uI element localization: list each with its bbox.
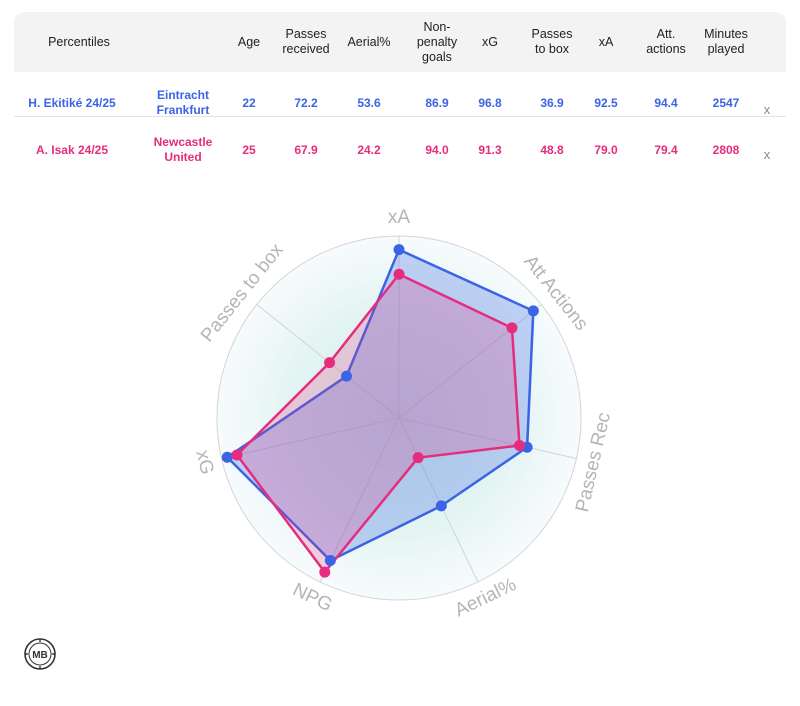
radar-series-2-point[interactable]: [506, 322, 518, 334]
team-name: Newcastle United: [140, 128, 226, 172]
header-att-actions: Att. actions: [636, 12, 696, 72]
header-npg-line3: goals: [422, 49, 452, 64]
row-divider: [14, 116, 786, 117]
header-age: Age: [237, 34, 261, 49]
header-minutes-line1: Minutes: [704, 27, 748, 41]
npg-value: 94.0: [425, 142, 449, 157]
team-name: Eintracht Frankfurt: [140, 81, 226, 125]
att-actions-value: 94.4: [654, 95, 678, 110]
player-name[interactable]: A. Isak 24/25: [35, 142, 109, 157]
radar-spoke: [221, 417, 400, 459]
age-value: 25: [242, 142, 256, 157]
radar-spoke: [319, 417, 400, 583]
radar-series-1-area: [225, 248, 535, 562]
radar-series-1-point[interactable]: [324, 554, 336, 566]
radar-series-2-area: [235, 272, 521, 574]
header-npg-line1: Non-: [423, 19, 451, 34]
team-name-line2: Frankfurt: [156, 103, 210, 117]
radar-spoke: [398, 417, 479, 583]
table-row: A. Isak 24/25 Newcastle United 25 67.9 2…: [14, 128, 786, 172]
header-passes-to-box-line1: Passes: [531, 27, 573, 41]
radar-series-2-point[interactable]: [393, 268, 405, 280]
passes-received-value: 67.9: [294, 142, 318, 157]
xg-value: 91.3: [478, 142, 502, 157]
header-xa: xA: [598, 34, 614, 49]
radar-series-2-point[interactable]: [412, 452, 424, 464]
minutes-value: 2808: [712, 142, 740, 157]
xa-value: 79.0: [594, 142, 618, 157]
radar-series-1-point[interactable]: [340, 370, 352, 382]
header-npg: Non- penalty goals: [407, 12, 467, 72]
header-passes-to-box-line2: to box: [534, 42, 570, 56]
radar-spoke: [398, 417, 577, 459]
header-passes-received-line1: Passes: [285, 27, 327, 41]
remove-player-button[interactable]: x: [763, 146, 771, 162]
radar-axis-label: xG: [192, 448, 218, 476]
header-passes-to-box: Passes to box: [522, 12, 582, 72]
team-name-line1: Eintracht: [156, 88, 209, 102]
header-passes-received-line2: received: [282, 42, 330, 56]
radar-series-group: [221, 244, 539, 578]
radar-spoke: [398, 304, 542, 419]
remove-player-button[interactable]: x: [763, 101, 771, 117]
header-att-actions-line1: Att.: [656, 27, 676, 41]
header-npg-line2: penalty: [416, 34, 458, 49]
header-minutes-line2: played: [707, 42, 745, 56]
npg-value: 86.9: [425, 95, 449, 110]
radar-series-1-point[interactable]: [435, 500, 447, 512]
minutes-value: 2547: [712, 95, 740, 110]
radar-series-2-point[interactable]: [231, 449, 243, 461]
header-aerial: Aerial%: [347, 34, 391, 49]
passes-received-value: 72.2: [294, 95, 318, 110]
player-name[interactable]: H. Ekitiké 24/25: [28, 95, 116, 110]
aerial-value: 24.2: [357, 142, 381, 157]
passes-to-box-value: 48.8: [540, 142, 564, 157]
team-name-line1: Newcastle: [153, 135, 213, 149]
radar-series-1-point[interactable]: [221, 451, 233, 463]
radar-series-2-point[interactable]: [324, 357, 336, 369]
comparison-table: Percentiles Age Passes received Aerial% …: [14, 12, 786, 164]
radar-series-2-point[interactable]: [319, 566, 331, 578]
passes-to-box-value: 36.9: [540, 95, 564, 110]
header-att-actions-line2: actions: [646, 42, 686, 56]
xa-value: 92.5: [594, 95, 618, 110]
xg-value: 96.8: [478, 95, 502, 110]
logo-text: MB: [32, 650, 48, 661]
table-header: Percentiles Age Passes received Aerial% …: [14, 12, 786, 72]
radar-series-2-point[interactable]: [513, 439, 525, 451]
att-actions-value: 79.4: [654, 142, 678, 157]
radar-series-1-point[interactable]: [527, 305, 539, 317]
team-name-line2: United: [164, 150, 202, 164]
mb-logo-icon: MB: [24, 638, 56, 670]
table-row: H. Ekitiké 24/25 Eintracht Frankfurt 22 …: [14, 81, 786, 125]
age-value: 22: [242, 95, 256, 110]
header-passes-received: Passes received: [276, 12, 336, 72]
radar-axis-label: xA: [388, 207, 411, 228]
radar-series-1-point[interactable]: [393, 244, 405, 256]
aerial-value: 53.6: [357, 95, 381, 110]
header-xg: xG: [482, 34, 498, 49]
header-minutes: Minutes played: [696, 12, 756, 72]
header-percentiles: Percentiles: [48, 34, 110, 49]
